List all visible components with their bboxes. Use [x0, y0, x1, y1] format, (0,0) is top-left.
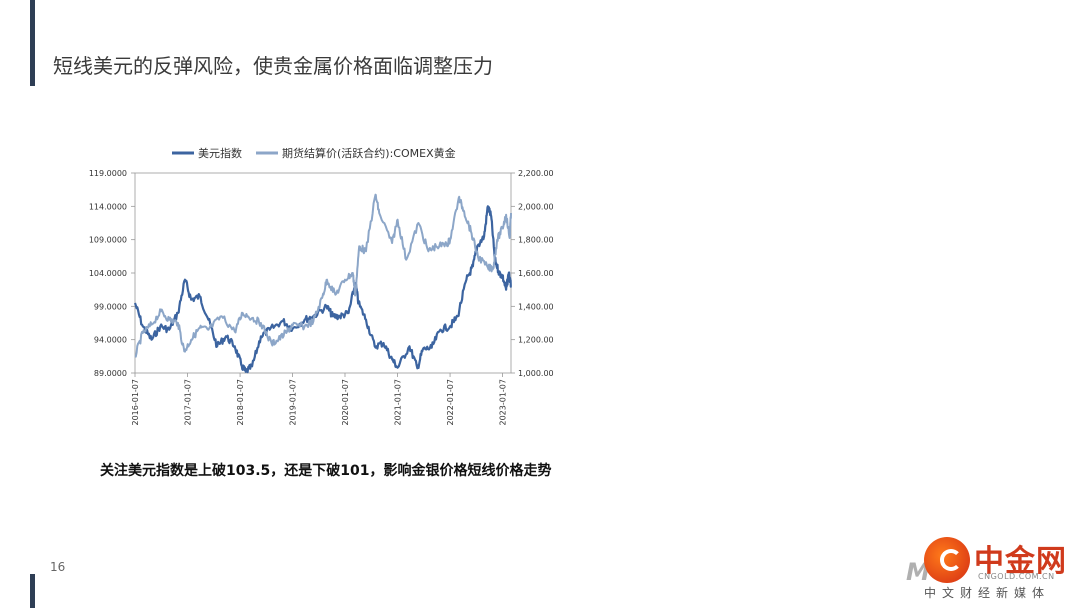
logo-circle-icon — [924, 537, 970, 583]
plot-area: 89.0000 94.0000 99.0000 104.0000 109.0000 114… — [89, 169, 554, 426]
y-left-tick-label: 94.0000 — [94, 336, 127, 345]
series-line-2 — [134, 193, 512, 358]
logo-url: CNGOLD.COM.CN — [978, 572, 1055, 581]
x-tick-label: 2019-01-07 — [289, 379, 298, 426]
brand-logo: M 中金网 CNGOLD.COM.CN 中文财经新媒体 — [904, 534, 1080, 608]
y-right-tick-label: 1,200.00 — [518, 336, 554, 345]
x-tick-label: 2017-01-07 — [184, 379, 193, 426]
chart-legend: 美元指数 期货结算价(活跃合约):COMEX黄金 — [172, 146, 456, 160]
slide-caption: 关注美元指数是上破103.5，还是下破101，影响金银价格短线价格走势 — [100, 463, 552, 479]
y-right-tick-label: 2,200.00 — [518, 169, 554, 178]
x-tick-label: 2016-01-07 — [131, 379, 140, 426]
y-right-tick-label: 1,800.00 — [518, 236, 554, 245]
y-left-tick-label: 99.0000 — [94, 302, 127, 311]
series-line-1 — [133, 205, 512, 374]
logo-tagline: 中文财经新媒体 — [924, 586, 1051, 600]
logo-brand-name: 中金网 — [974, 544, 1067, 579]
y-left-tick-label: 104.0000 — [89, 269, 127, 278]
x-tick-label: 2020-01-07 — [341, 379, 350, 426]
y-right-tick-label: 1,600.00 — [518, 269, 554, 278]
x-tick-label: 2022-01-07 — [446, 379, 455, 426]
x-tick-label: 2021-01-07 — [394, 379, 403, 426]
y-left-tick-label: 114.0000 — [89, 202, 127, 211]
y-left-tick-label: 119.0000 — [89, 169, 127, 178]
y-right-tick-label: 2,000.00 — [518, 202, 554, 211]
slide-title: 短线美元的反弹风险，使贵金属价格面临调整压力 — [53, 54, 493, 78]
legend-label-1: 美元指数 — [198, 146, 242, 160]
legend-label-2: 期货结算价(活跃合约):COMEX黄金 — [282, 146, 456, 160]
y-left-tick-label: 109.0000 — [89, 236, 127, 245]
y-left-tick-label: 89.0000 — [94, 369, 127, 378]
x-tick-label: 2018-01-07 — [236, 379, 245, 426]
page-number: 16 — [50, 560, 66, 574]
x-tick-label: 2023-01-07 — [499, 379, 508, 426]
logo-m-icon: M — [906, 558, 930, 586]
title-accent-bar — [30, 0, 35, 86]
bottom-accent-bar — [30, 574, 35, 608]
y-right-tick-label: 1,400.00 — [518, 302, 554, 311]
y-right-tick-label: 1,000.00 — [518, 369, 554, 378]
line-chart: 美元指数 期货结算价(活跃合约):COMEX黄金 89.0000 94.0000 99… — [89, 146, 554, 426]
